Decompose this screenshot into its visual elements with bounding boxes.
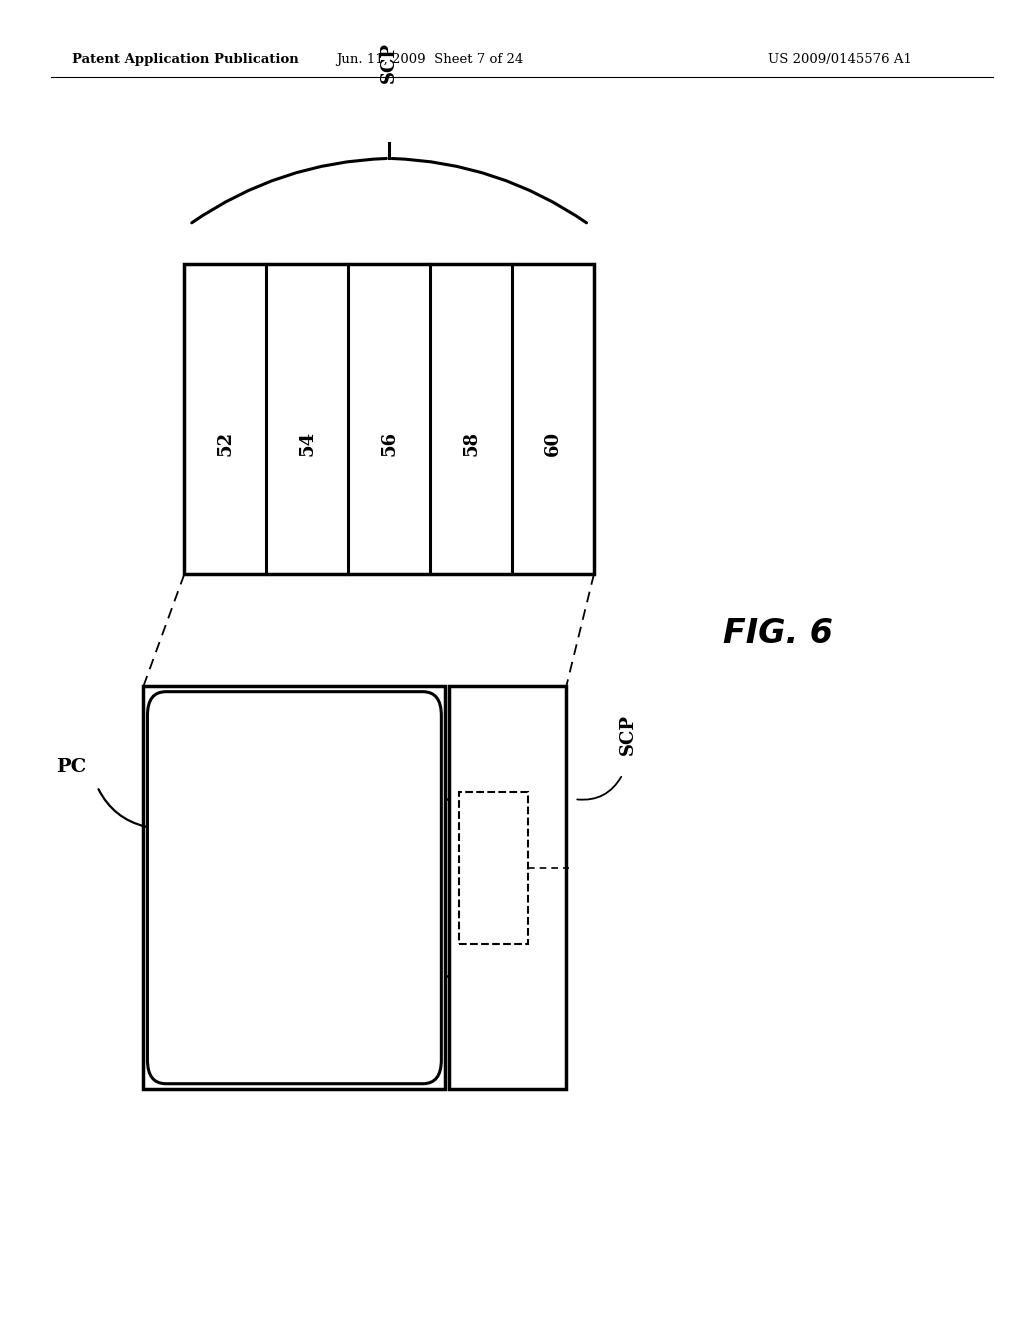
Bar <box>143 686 445 1089</box>
Text: SCP: SCP <box>380 42 398 83</box>
Bar <box>184 264 594 574</box>
Bar <box>449 686 566 1089</box>
Text: 58: 58 <box>462 432 480 457</box>
Text: PC: PC <box>56 758 87 776</box>
Text: FIG. 6: FIG. 6 <box>723 618 834 651</box>
Text: US 2009/0145576 A1: US 2009/0145576 A1 <box>768 53 911 66</box>
FancyBboxPatch shape <box>147 692 441 1084</box>
Text: Patent Application Publication: Patent Application Publication <box>72 53 298 66</box>
Text: 56: 56 <box>380 432 398 457</box>
Text: SCP: SCP <box>618 714 637 755</box>
Text: Jun. 11, 2009  Sheet 7 of 24: Jun. 11, 2009 Sheet 7 of 24 <box>337 53 523 66</box>
Text: 54: 54 <box>298 432 316 457</box>
Text: 60: 60 <box>544 432 562 457</box>
Bar <box>459 792 528 944</box>
Text: 52: 52 <box>216 432 234 457</box>
